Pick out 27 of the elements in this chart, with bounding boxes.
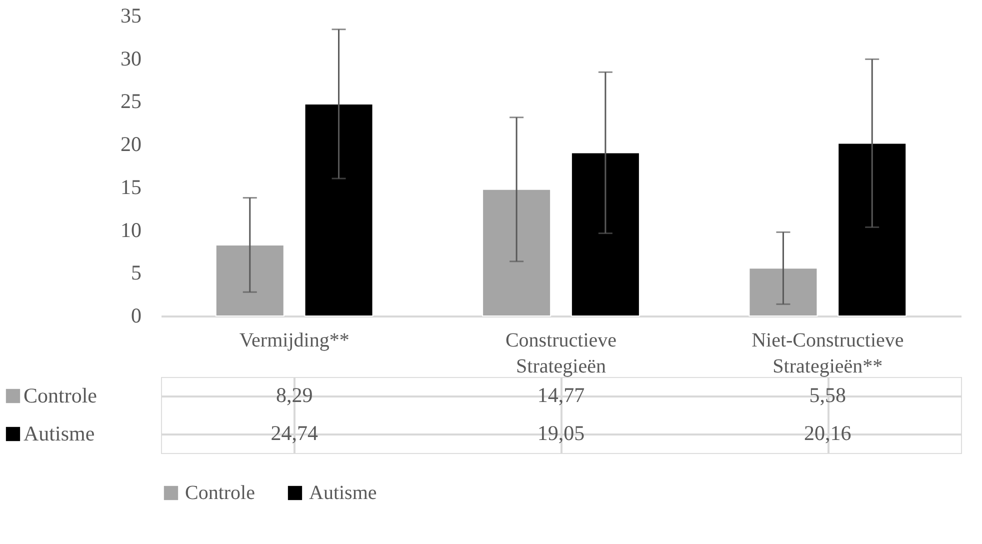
legend-label: Autisme [309,482,377,504]
data-label: 19,05 [537,421,585,445]
x-tick-label: Niet-Constructieve Strategieën** [752,330,904,378]
bar [482,188,552,316]
y-tick-label: 10 [120,218,142,242]
y-tick-label: 25 [120,89,142,114]
x-tick-label: Vermijding** [239,330,350,352]
bar [748,268,818,316]
data-label: 14,77 [537,383,585,407]
data-label: 20,16 [804,421,852,445]
y-tick-label: 30 [120,46,142,70]
y-tick-label: 5 [131,260,142,285]
text: Autisme [24,422,95,446]
bar [304,103,374,316]
bar [838,142,907,316]
data-label: 8,29 [276,383,313,407]
text: Controle [185,482,255,504]
bar [570,152,640,316]
y-tick-label: 15 [120,174,142,199]
y-tick-label: 20 [120,132,142,156]
y-tick-label: 0 [131,304,142,328]
legend-label: Controle [24,384,97,408]
bar [215,244,284,316]
data-label: 5,58 [809,383,846,407]
x-tick-label: Constructieve Strategieën [505,330,617,378]
data-label: 24,74 [270,421,318,445]
y-tick-label: 35 [120,4,142,28]
